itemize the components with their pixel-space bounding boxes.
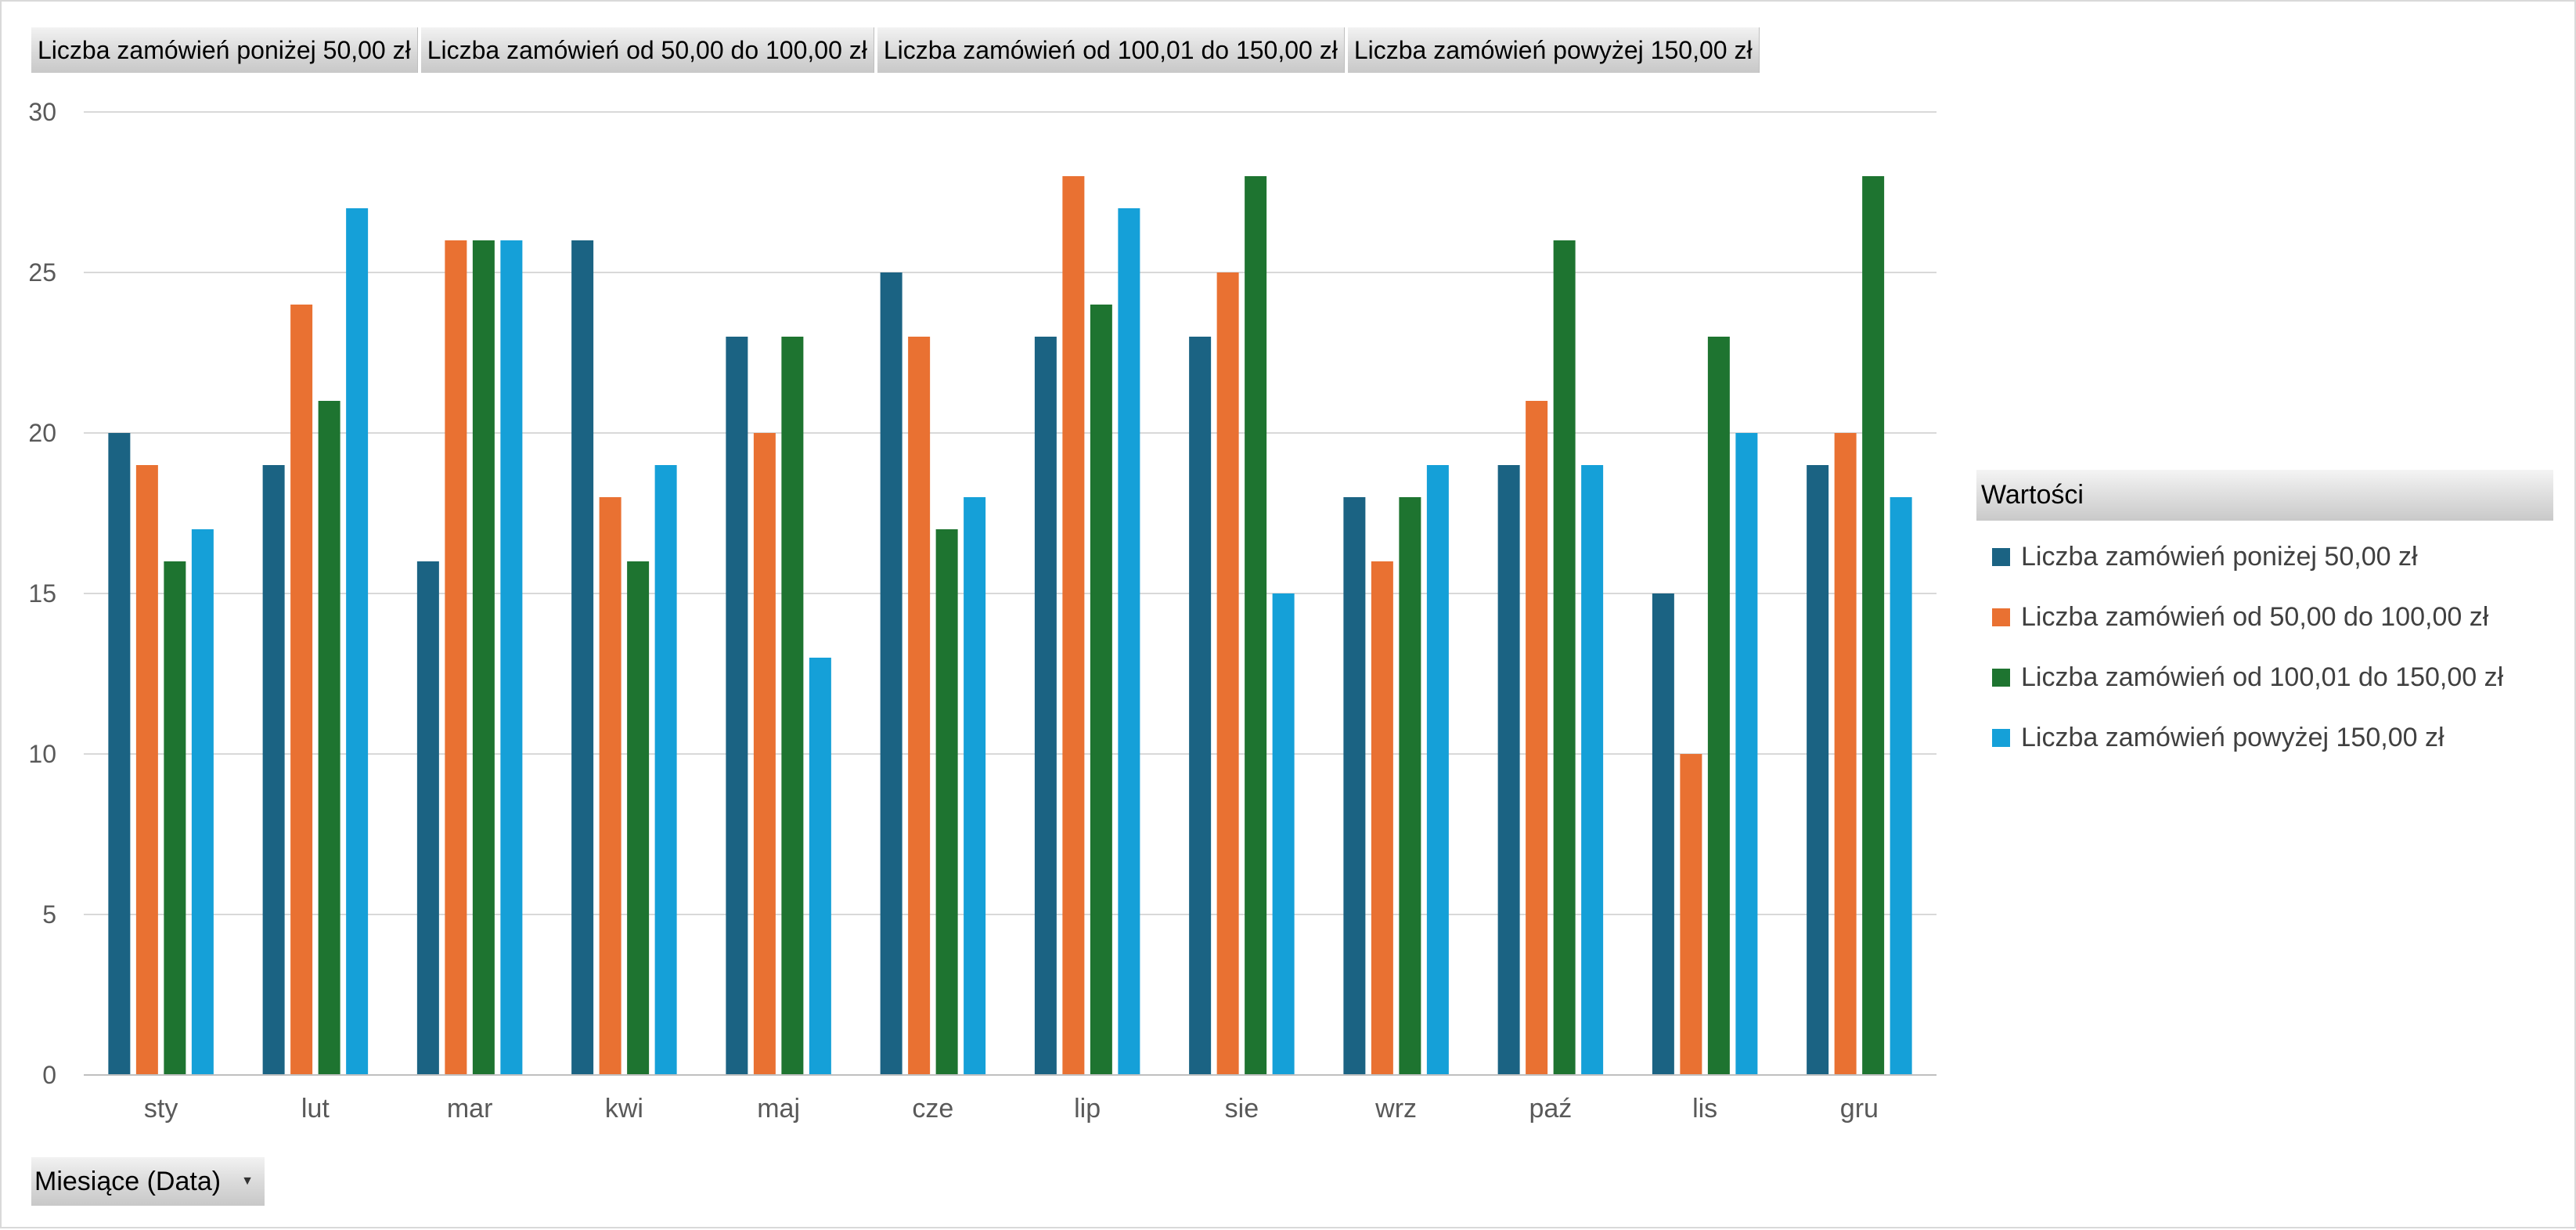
- bar-series-group[interactable]: [108, 176, 1912, 1075]
- legend[interactable]: Wartości Liczba zamówień poniżej 50,00 z…: [1976, 470, 2553, 768]
- bar[interactable]: [964, 497, 986, 1075]
- bar[interactable]: [753, 433, 776, 1075]
- y-tick-label: 0: [42, 1061, 56, 1089]
- axis-field-label: Miesiące (Data): [34, 1166, 222, 1196]
- y-tick-label: 5: [42, 900, 56, 929]
- gridlines: [84, 111, 1937, 915]
- legend-item-100-to-150[interactable]: Liczba zamówień od 100,01 do 150,00 zł: [1976, 647, 2553, 708]
- bar[interactable]: [1497, 465, 1520, 1075]
- bar[interactable]: [809, 658, 831, 1075]
- bar[interactable]: [1272, 593, 1295, 1075]
- bar[interactable]: [1399, 497, 1421, 1075]
- x-tick-label: paź: [1529, 1094, 1572, 1124]
- bar[interactable]: [346, 208, 369, 1075]
- field-button-100-to-150[interactable]: Liczba zamówień od 100,01 do 150,00 zł: [877, 27, 1345, 73]
- legend-title[interactable]: Wartości: [1976, 470, 2553, 521]
- y-tick-label: 30: [28, 98, 56, 126]
- bar[interactable]: [1526, 401, 1548, 1075]
- axis-field-button-months[interactable]: Miesiące (Data) ▼: [31, 1157, 265, 1206]
- legend-item-above-150[interactable]: Liczba zamówień powyżej 150,00 zł: [1976, 708, 2553, 768]
- x-tick-label: lut: [301, 1094, 330, 1124]
- bar[interactable]: [1834, 433, 1857, 1075]
- y-tick-label: 10: [28, 740, 56, 768]
- bar[interactable]: [1707, 337, 1730, 1075]
- bar[interactable]: [935, 529, 958, 1075]
- legend-item-below-50[interactable]: Liczba zamówień poniżej 50,00 zł: [1976, 527, 2553, 587]
- field-button-50-to-100[interactable]: Liczba zamówień od 50,00 do 100,00 zł: [420, 27, 874, 73]
- bar[interactable]: [1807, 465, 1829, 1075]
- bar[interactable]: [908, 337, 931, 1075]
- bar[interactable]: [472, 240, 495, 1075]
- bar[interactable]: [1862, 176, 1885, 1075]
- bar[interactable]: [164, 561, 186, 1075]
- bar[interactable]: [318, 401, 340, 1075]
- x-tick-label: cze: [912, 1094, 953, 1124]
- bar[interactable]: [108, 433, 131, 1075]
- y-tick-label: 20: [28, 419, 56, 447]
- field-button-below-50[interactable]: Liczba zamówień poniżej 50,00 zł: [31, 27, 418, 73]
- bar[interactable]: [262, 465, 285, 1075]
- field-button-above-150[interactable]: Liczba zamówień powyżej 150,00 zł: [1347, 27, 1760, 73]
- bar[interactable]: [1189, 337, 1212, 1075]
- legend-swatch-above-150: [1992, 729, 2010, 747]
- bar[interactable]: [1735, 433, 1758, 1075]
- legend-label: Liczba zamówień poniżej 50,00 zł: [2021, 542, 2418, 572]
- x-tick-label: kwi: [605, 1094, 643, 1124]
- value-field-buttons: Liczba zamówień poniżej 50,00 zł Liczba …: [31, 27, 1760, 73]
- x-tick-label: lis: [1692, 1094, 1717, 1124]
- axis-layer: 0 5 10 15 20 25 30 sty lut mar kwi maj cze lip sie wrz p…: [28, 98, 1937, 1124]
- legend-swatch-100-to-150: [1992, 669, 2010, 687]
- bar[interactable]: [599, 497, 621, 1075]
- bar[interactable]: [1890, 497, 1912, 1075]
- dropdown-arrow-icon[interactable]: ▼: [241, 1174, 254, 1188]
- bar[interactable]: [445, 240, 467, 1075]
- legend-item-50-to-100[interactable]: Liczba zamówień od 50,00 do 100,00 zł: [1976, 587, 2553, 647]
- x-tick-label: mar: [447, 1094, 493, 1124]
- legend-items: Liczba zamówień poniżej 50,00 zł Liczba …: [1976, 527, 2553, 768]
- bar[interactable]: [571, 240, 594, 1075]
- bar[interactable]: [1652, 593, 1674, 1075]
- bar[interactable]: [654, 465, 677, 1075]
- x-tick-label: wrz: [1374, 1094, 1417, 1124]
- bar[interactable]: [1680, 754, 1702, 1075]
- bar[interactable]: [191, 529, 214, 1075]
- bar[interactable]: [1034, 337, 1057, 1075]
- bar[interactable]: [1581, 465, 1604, 1075]
- y-tick-label: 25: [28, 258, 56, 287]
- bar[interactable]: [1216, 272, 1239, 1075]
- x-tick-label: lip: [1074, 1094, 1101, 1124]
- bar[interactable]: [781, 337, 804, 1075]
- legend-swatch-below-50: [1992, 548, 2010, 566]
- bar[interactable]: [1371, 561, 1393, 1075]
- y-tick-label: 15: [28, 579, 56, 608]
- bar[interactable]: [880, 272, 903, 1075]
- bar[interactable]: [1090, 305, 1112, 1075]
- x-tick-label: sie: [1225, 1094, 1259, 1124]
- bar[interactable]: [416, 561, 439, 1075]
- bar[interactable]: [1426, 465, 1449, 1075]
- x-tick-label: maj: [757, 1094, 800, 1124]
- x-tick-label: sty: [144, 1094, 178, 1124]
- bar[interactable]: [1553, 240, 1576, 1075]
- legend-label: Liczba zamówień od 100,01 do 150,00 zł: [2021, 662, 2504, 692]
- bar[interactable]: [1343, 497, 1366, 1075]
- x-tick-label: gru: [1840, 1094, 1879, 1124]
- legend-label: Liczba zamówień powyżej 150,00 zł: [2021, 723, 2444, 752]
- bar[interactable]: [290, 305, 313, 1075]
- bar[interactable]: [1062, 176, 1085, 1075]
- bar[interactable]: [1245, 176, 1267, 1075]
- legend-label: Liczba zamówień od 50,00 do 100,00 zł: [2021, 602, 2489, 632]
- bar[interactable]: [1118, 208, 1140, 1075]
- bar[interactable]: [500, 240, 523, 1075]
- legend-swatch-50-to-100: [1992, 608, 2010, 626]
- bar[interactable]: [135, 465, 158, 1075]
- bar[interactable]: [726, 337, 748, 1075]
- bar[interactable]: [627, 561, 650, 1075]
